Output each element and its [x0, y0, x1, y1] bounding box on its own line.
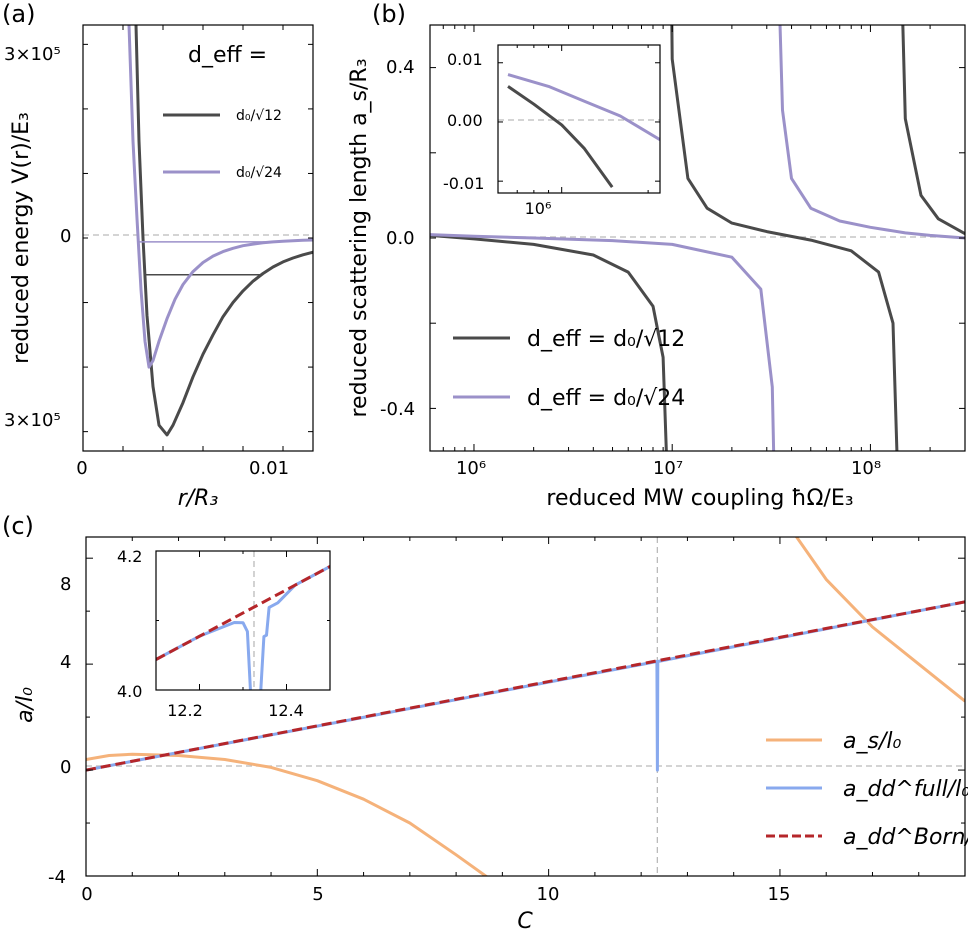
panel-b-inset-curve-12 [507, 85, 614, 188]
panel-b-curve-24-seg0 [430, 233, 776, 451]
panel-a-ytick-top: 3×10⁵ [4, 44, 61, 65]
panel-a-legend: d_eff = d₀/√12 d₀/√24 [163, 43, 282, 181]
panel-b-ytick-m04: -0.4 [380, 399, 415, 420]
panel-a-xtick-0: 0 [76, 458, 87, 479]
panel-c-legend-label-as: a_s/l₀ [843, 729, 901, 754]
panel-c-frame [85, 536, 966, 877]
panel-b-curves [430, 25, 965, 451]
panel-c-inset-ytick-42: 4.2 [117, 547, 142, 566]
panel-c-curve-as-seg1 [86, 752, 489, 876]
panel-c-ytick-8: 8 [60, 574, 71, 595]
panel-b-ytick-00: 0.0 [386, 228, 415, 249]
panel-c-curve-full [86, 600, 965, 772]
panel-b-xlabel: reduced MW coupling ħΩ/E₃ [546, 486, 853, 511]
panel-b-ylabel: reduced scattering length a_s/R₃ [347, 58, 372, 417]
panel-b-curve-12-seg1 [670, 25, 899, 451]
panel-b-curve-24-seg1 [778, 25, 965, 240]
panel-a-xtick-001: 0.01 [249, 458, 289, 479]
panel-b-inset-bg [498, 45, 660, 193]
panel-c-ytick-m4: -4 [48, 867, 66, 888]
panel-c-inset-xtick-122: 12.2 [167, 701, 203, 720]
panel-a-ticks [82, 25, 313, 451]
panel-b-curve-12-seg0 [430, 233, 668, 451]
panel-b-legend: d_eff = d₀/√12 d_eff = d₀/√24 [453, 327, 685, 411]
panel-b: (b) 0.4 0.0 -0.4 10⁶ 10⁷ 10⁸ reduced MW … [347, 0, 966, 511]
panel-c-xtick-15: 15 [768, 884, 791, 905]
panel-b-legend-label-24: d_eff = d₀/√24 [527, 386, 685, 411]
panel-c: (c) 8 4 0 -4 0 5 10 15 C a/l₀ 4.2 4.0 [2, 512, 968, 934]
panel-b-inset-frame [497, 44, 661, 194]
panel-b-tag: (b) [372, 0, 406, 28]
panel-a-xlabel: r/R₃ [178, 486, 219, 511]
panel-b-legend-label-12: d_eff = d₀/√12 [527, 327, 685, 352]
panel-a-curve-12 [134, 25, 313, 437]
panel-b-ytick-04: 0.4 [386, 57, 415, 78]
panel-c-ytick-4: 4 [60, 652, 71, 673]
panel-a-ytick-bottom: 3×10⁵ [4, 410, 61, 431]
panel-c-inset-bg [156, 551, 330, 690]
panel-c-inset-curve-full [156, 565, 330, 690]
panel-a-frame [82, 24, 314, 452]
panel-c-inset-xtick-124: 12.4 [268, 701, 304, 720]
panel-c-tag: (c) [2, 512, 34, 540]
panel-a: (a) 3×10⁵ 0 3×10⁵ 0 0.01 r/R₃ reduced en… [2, 0, 314, 511]
panel-a-legend-title: d_eff = [188, 43, 267, 68]
panel-c-legend-label-full: a_dd^full/l₀ [843, 777, 968, 802]
panel-c-inset-ticks [155, 550, 331, 691]
panel-c-xlabel: C [517, 909, 533, 934]
panel-b-inset-xtick-1e6: 10⁶ [525, 199, 552, 218]
panel-b-xtick-1e7: 10⁷ [653, 458, 683, 479]
panel-c-legend: a_s/l₀ a_dd^full/l₀ a_dd^Born/l₀ [766, 729, 968, 850]
panel-c-inset-curves [156, 565, 330, 690]
panel-b-inset-ytick-001: 0.01 [447, 50, 483, 69]
panel-c-inset-curve-born [156, 565, 330, 661]
panel-c-curve-as-seg2 [794, 537, 965, 703]
panel-a-ytick-zero: 0 [60, 226, 71, 247]
panel-c-ylabel: a/l₀ [13, 687, 38, 723]
panel-b-curve-12-seg2 [901, 25, 965, 236]
panel-c-xtick-10: 10 [537, 884, 560, 905]
panel-a-curve-24 [127, 25, 313, 369]
panel-c-xtick-5: 5 [312, 884, 323, 905]
panel-b-inset-ytick-000: 0.00 [447, 111, 483, 130]
panel-c-inset-ytick-40: 4.0 [117, 682, 142, 701]
panel-c-xtick-0: 0 [81, 884, 92, 905]
panel-b-xtick-1e6: 10⁶ [456, 458, 486, 479]
panel-b-inset: 0.01 0.00 -0.01 10⁶ [443, 44, 661, 218]
panel-c-curves [86, 537, 965, 876]
panel-b-xtick-1e8: 10⁸ [851, 458, 881, 479]
panel-a-legend-label-12: d₀/√12 [236, 108, 282, 124]
panel-b-inset-curve-24 [507, 73, 660, 141]
panel-b-inset-ticks [498, 45, 660, 193]
panel-a-ylabel: reduced energy V(r)/E₃ [9, 112, 34, 364]
panel-c-ytick-0: 0 [60, 757, 71, 778]
panel-c-inset: 4.2 4.0 12.2 12.4 [117, 547, 331, 720]
panel-c-legend-label-born: a_dd^Born/l₀ [843, 825, 968, 850]
panel-b-ticks [430, 25, 965, 451]
panel-a-tag: (a) [2, 0, 35, 28]
panel-c-ticks [85, 537, 965, 877]
panel-b-inset-curves [507, 73, 660, 188]
panel-b-inset-ytick-m001: -0.01 [443, 174, 484, 193]
panel-a-legend-label-24: d₀/√24 [236, 165, 282, 181]
panel-a-curves [127, 25, 313, 437]
